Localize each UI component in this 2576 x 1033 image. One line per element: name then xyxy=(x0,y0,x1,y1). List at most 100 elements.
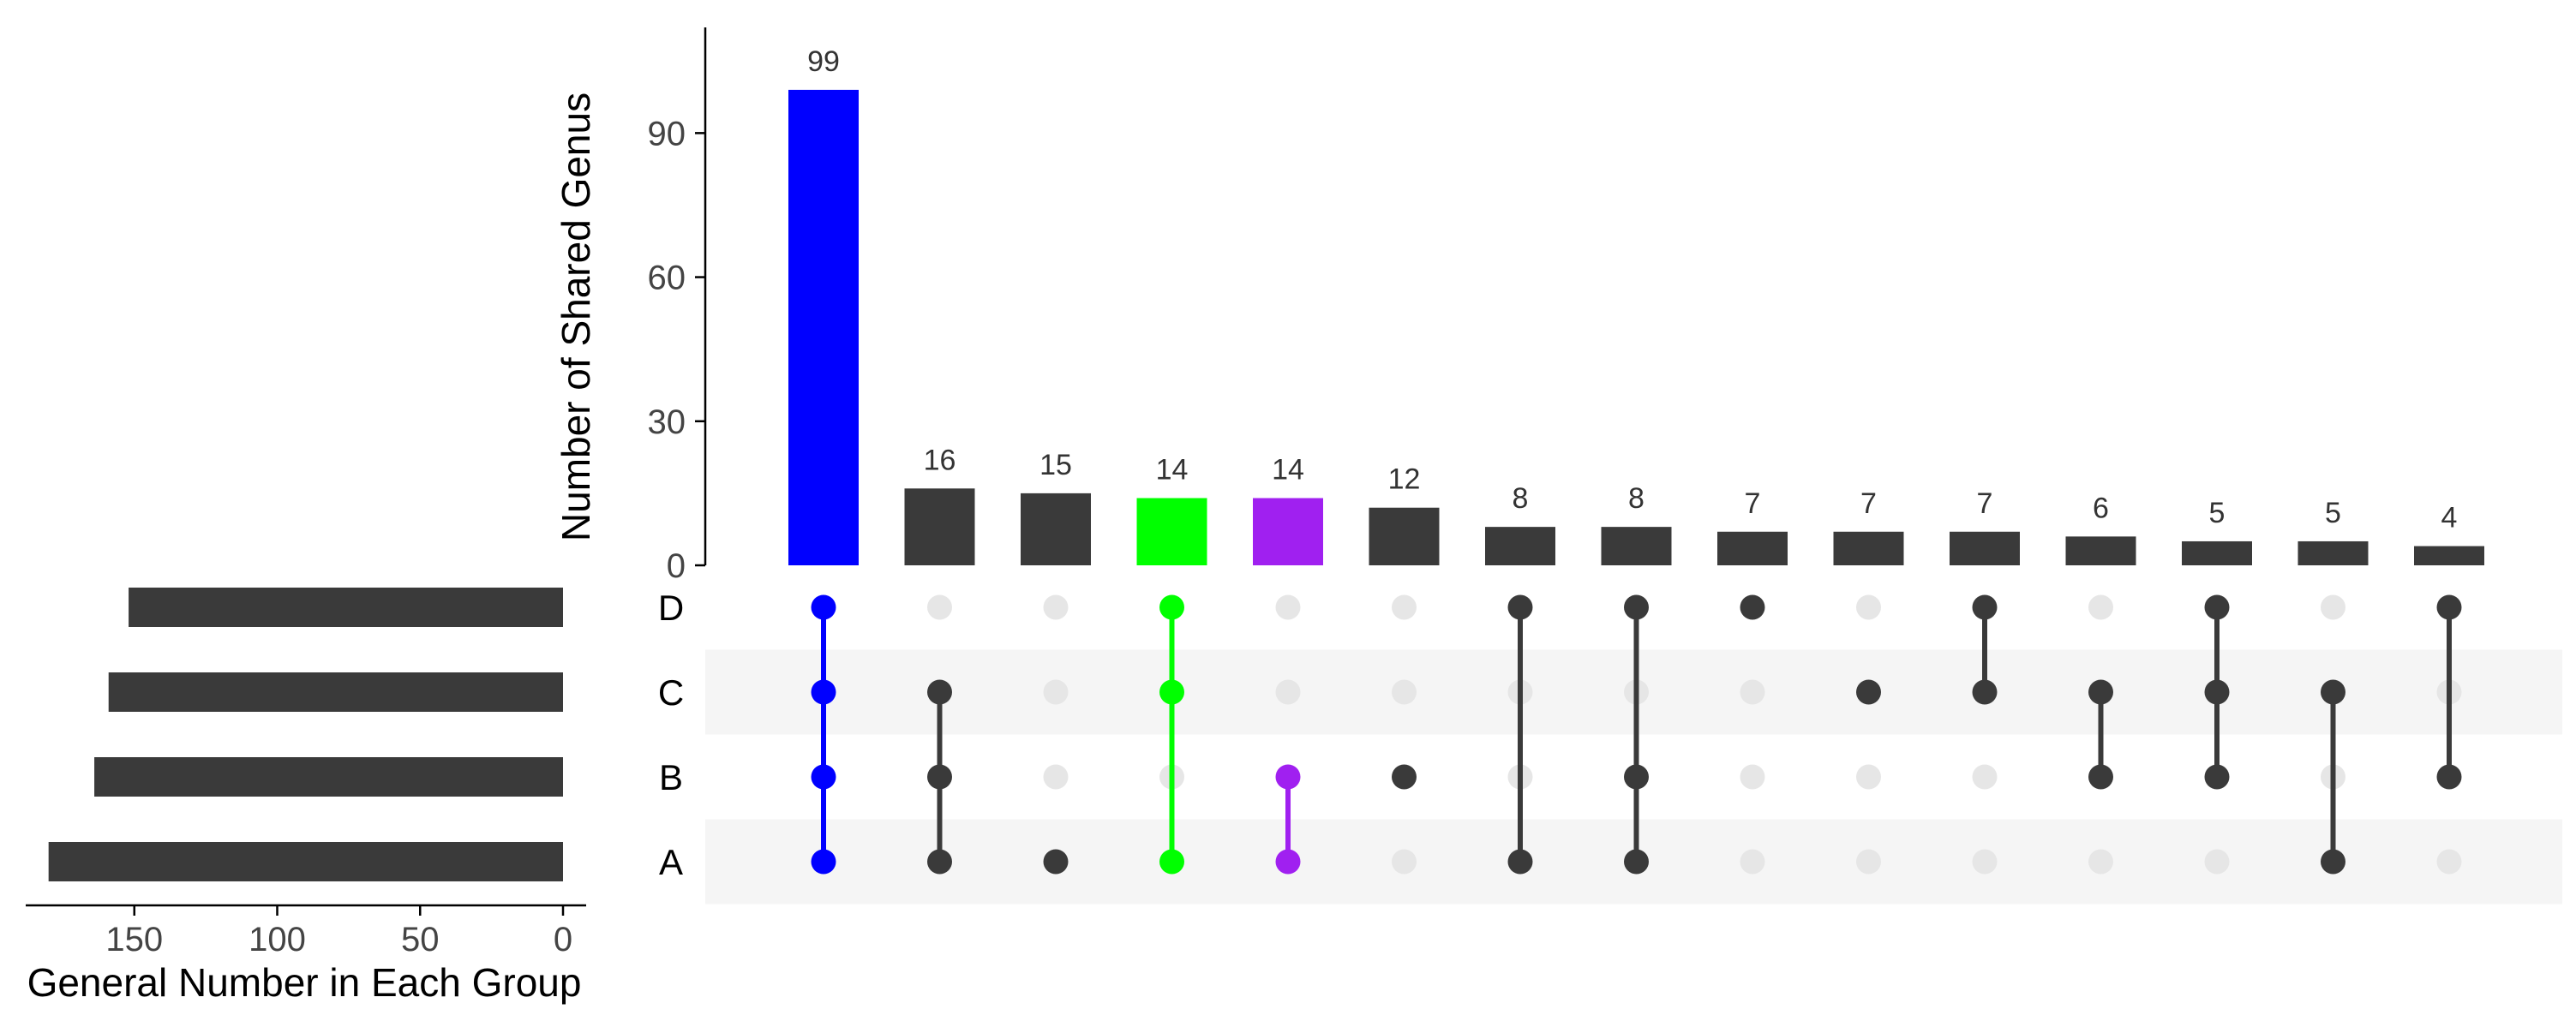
matrix-dot-active xyxy=(2088,679,2113,705)
intersection-bars: 99 16 15 14 14 12 8 8 7 7 7 6 5 5 4 xyxy=(788,45,2484,565)
bar-value-label: 15 xyxy=(1039,449,1072,481)
set-size-axis: 0 50 100 150 xyxy=(26,904,586,958)
y-tick-label: 90 xyxy=(648,115,686,152)
bar-value-label: 16 xyxy=(924,444,956,476)
matrix-dot-inactive xyxy=(2436,849,2462,875)
matrix-dot-inactive xyxy=(927,594,952,620)
matrix-dot-active xyxy=(2204,594,2230,620)
matrix-dot-active xyxy=(1856,679,1881,705)
matrix-dot-inactive xyxy=(2088,849,2113,875)
intersection-bar xyxy=(1717,531,1788,565)
matrix-dot-inactive xyxy=(1856,764,1881,790)
matrix-dot-inactive xyxy=(2088,594,2113,620)
intersection-bar xyxy=(1369,507,1440,565)
y-axis-title: Number of Shared Genus xyxy=(554,93,598,541)
matrix-dot-inactive xyxy=(1740,849,1765,875)
intersection-matrix xyxy=(811,594,2462,875)
matrix-dot-active xyxy=(2204,764,2230,790)
intersection-bar xyxy=(2182,540,2252,565)
matrix-dot-active xyxy=(927,764,952,790)
bar-value-label: 4 xyxy=(2441,502,2458,534)
matrix-dot-inactive xyxy=(1043,594,1069,620)
y-tick-label: 30 xyxy=(648,403,686,441)
matrix-dot-inactive xyxy=(1740,764,1765,790)
matrix-dot-active xyxy=(811,594,836,620)
matrix-dot-active xyxy=(1159,594,1184,620)
matrix-dot-active xyxy=(1159,679,1184,705)
matrix-dot-active xyxy=(1624,849,1649,875)
matrix-dot-active xyxy=(1392,764,1417,790)
intersection-bar xyxy=(1485,527,1555,565)
matrix-dot-active xyxy=(811,764,836,790)
x-tick-label: 150 xyxy=(105,921,163,958)
bar-value-label: 12 xyxy=(1388,463,1421,496)
intersection-bar xyxy=(1601,527,1672,565)
matrix-dot-inactive xyxy=(1392,849,1417,875)
intersection-bar xyxy=(1021,493,1091,565)
x-tick-label: 100 xyxy=(249,921,306,958)
matrix-dot-active xyxy=(1740,594,1765,620)
matrix-dot-inactive xyxy=(1392,679,1417,705)
matrix-dot-active xyxy=(2321,849,2345,875)
matrix-dot-active xyxy=(811,849,836,875)
bar-value-label: 14 xyxy=(1156,454,1189,487)
matrix-dot-active xyxy=(1972,594,1998,620)
matrix-dot-inactive xyxy=(1043,679,1069,705)
matrix-dot-active xyxy=(2436,594,2462,620)
set-size-bar xyxy=(108,672,564,712)
intersection-size-axis: 0 30 60 90 xyxy=(648,27,707,585)
matrix-dot-active xyxy=(1275,849,1301,875)
matrix-dot-active xyxy=(1624,594,1649,620)
matrix-dot-inactive xyxy=(2321,594,2345,620)
set-label: B xyxy=(659,757,683,797)
matrix-dot-active xyxy=(1972,679,1998,705)
bar-value-label: 6 xyxy=(2093,492,2109,524)
matrix-dot-inactive xyxy=(1972,764,1998,790)
y-tick-label: 0 xyxy=(667,547,686,585)
x-axis-title: General Number in Each Group xyxy=(27,960,582,1005)
matrix-dot-active xyxy=(2204,679,2230,705)
matrix-dot-inactive xyxy=(1043,764,1069,790)
matrix-dot-active xyxy=(1624,764,1649,790)
intersection-bar xyxy=(2297,540,2369,565)
x-tick-label: 50 xyxy=(401,921,440,958)
matrix-dot-active xyxy=(2088,764,2113,790)
matrix-dot-inactive xyxy=(1275,594,1301,620)
bar-value-label: 14 xyxy=(1272,454,1304,487)
matrix-dot-inactive xyxy=(1856,594,1881,620)
intersection-bar xyxy=(1950,531,2020,565)
intersection-bar xyxy=(788,89,859,565)
bar-value-label: 5 xyxy=(2325,497,2341,529)
bar-value-label: 7 xyxy=(1977,487,1993,520)
set-label: A xyxy=(659,842,683,882)
matrix-dot-inactive xyxy=(2204,849,2230,875)
matrix-dot-active xyxy=(1043,849,1069,875)
matrix-dot-active xyxy=(1275,764,1301,790)
matrix-dot-active xyxy=(927,679,952,705)
bar-value-label: 5 xyxy=(2209,497,2226,529)
matrix-dot-active xyxy=(2436,764,2462,790)
intersection-bar xyxy=(1136,498,1207,565)
y-tick-label: 60 xyxy=(648,260,686,297)
matrix-dot-inactive xyxy=(1972,849,1998,875)
x-tick-label: 0 xyxy=(554,921,572,958)
set-size-bar xyxy=(129,588,563,627)
bar-value-label: 8 xyxy=(1513,482,1529,515)
intersection-bar xyxy=(904,488,975,565)
matrix-dot-inactive xyxy=(1856,849,1881,875)
matrix-dot-active xyxy=(1507,849,1533,875)
matrix-dot-active xyxy=(927,849,952,875)
matrix-dot-active xyxy=(2321,679,2345,705)
set-label: C xyxy=(658,672,684,713)
set-size-bar xyxy=(48,842,564,881)
bar-value-label: 99 xyxy=(807,45,840,78)
bar-value-label: 8 xyxy=(1628,482,1644,515)
intersection-bar xyxy=(2065,536,2136,565)
matrix-dot-active xyxy=(1507,594,1533,620)
set-label: D xyxy=(658,588,684,628)
matrix-dot-inactive xyxy=(1392,594,1417,620)
set-size-bars xyxy=(48,588,564,881)
intersection-bar xyxy=(2414,546,2484,565)
intersection-bar xyxy=(1253,498,1323,565)
